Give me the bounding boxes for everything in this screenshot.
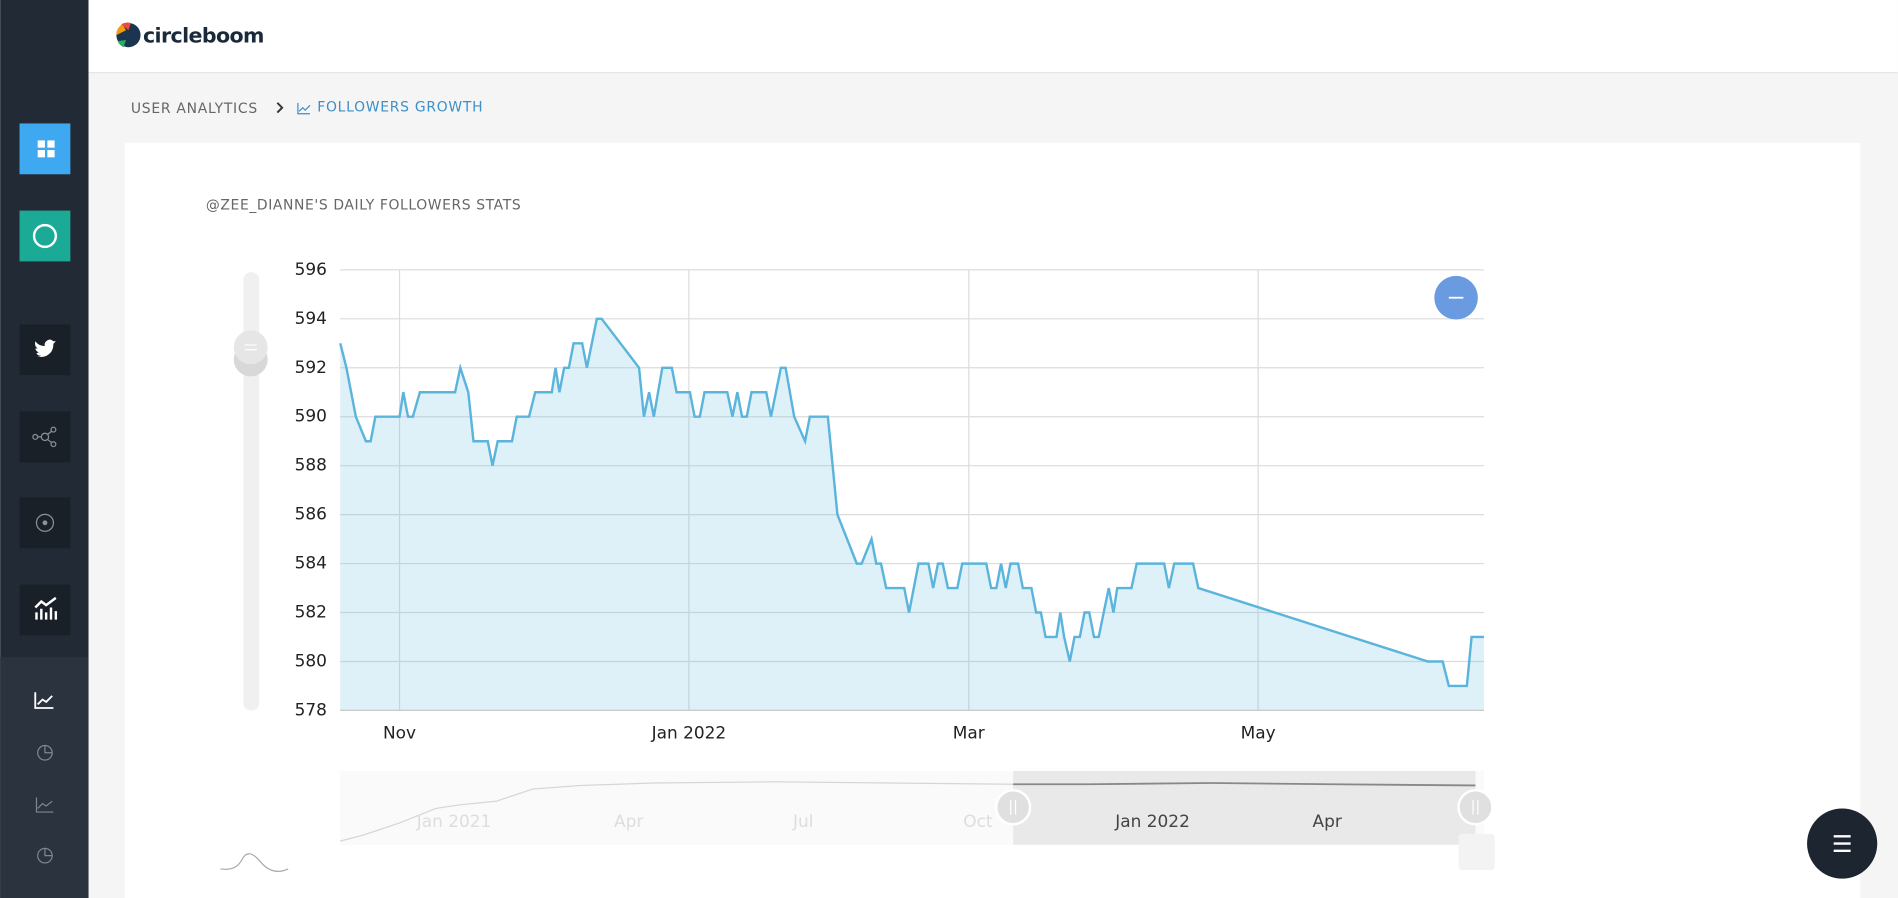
navigator-label: Jan 2022 (1114, 811, 1190, 831)
x-tick-label: Jan 2022 (651, 722, 727, 742)
analytics-icon (34, 596, 58, 620)
x-tick-label: Mar (953, 722, 985, 742)
y-tick-label: 580 (295, 650, 327, 670)
breadcrumb-current: FOLLOWERS GROWTH (317, 100, 483, 116)
navigator-overview-line (340, 781, 1014, 842)
navigator-label: Apr (614, 811, 643, 831)
plot: 578 580 582 584 586 588 590 592 594 596 Nov Jan 202… (295, 259, 1484, 742)
header (88, 0, 1898, 73)
line (339, 317, 1484, 688)
dashboard-icon (37, 140, 55, 158)
breadcrumb-separator (276, 102, 284, 114)
y-tick-label: 588 (295, 455, 327, 475)
navigator-grip (1010, 799, 1017, 815)
y-tick-label: 582 (295, 602, 327, 622)
navigator-label: Oct (963, 811, 993, 831)
submenu-icon[interactable] (34, 692, 54, 709)
navigator-label: Jan 2021 (416, 811, 492, 831)
logo-text[interactable]: circleboom (143, 23, 265, 47)
sidebar-submenu (0, 657, 89, 898)
menu-fab-icon (1833, 835, 1851, 853)
breadcrumb-parent[interactable]: USER ANALYTICS (131, 101, 258, 117)
navigator-handle[interactable] (1457, 789, 1494, 826)
series-toggle-icon[interactable] (220, 853, 289, 872)
navigator-handle[interactable] (994, 789, 1032, 826)
navigator-labels: Jan 2021 Apr Jul Oct Jan 2022 Apr (416, 811, 1342, 831)
y-tick-label: 586 (295, 504, 327, 524)
y-tick-label: 592 (295, 357, 327, 377)
logo-mark (116, 22, 141, 48)
submenu-icon[interactable] (37, 847, 53, 864)
pricing-icon (32, 223, 58, 249)
twitter-icon (34, 339, 56, 358)
zoom-handle-grip (244, 344, 257, 351)
zoom-handle[interactable] (233, 330, 268, 365)
dashboard-button[interactable] (19, 123, 71, 175)
x-tick-label: May (1241, 722, 1276, 742)
y-tick-label: 590 (295, 406, 327, 426)
circle-icon (35, 513, 55, 532)
breadcrumb-icon (297, 102, 311, 115)
submenu-icon[interactable] (37, 744, 53, 761)
analytics-button[interactable] (19, 584, 71, 636)
navigator-grip (1472, 799, 1479, 815)
navigator-overview-line (1013, 782, 1476, 787)
circle-icon-dot (42, 520, 48, 526)
y-tick-label: 578 (295, 699, 327, 719)
pricing-button[interactable] (19, 210, 71, 262)
zoom-slider[interactable] (243, 272, 260, 711)
y-tick-label: 596 (295, 259, 327, 279)
chart-title: @ZEE_DIANNE'S DAILY FOLLOWERS STATS (206, 198, 521, 214)
navigator-selection[interactable] (1013, 770, 1476, 845)
navigator-label: Apr (1313, 811, 1342, 831)
y-tick-label: 594 (295, 308, 327, 328)
network-button[interactable] (19, 411, 71, 463)
navigator-label: Jul (792, 811, 813, 831)
network-icon (32, 426, 57, 448)
y-tick-label: 584 (295, 553, 327, 573)
x-tick-label: Nov (383, 722, 416, 742)
navigator-menu[interactable] (1458, 833, 1495, 871)
area (340, 318, 1484, 711)
submenu-icon[interactable] (35, 797, 54, 813)
